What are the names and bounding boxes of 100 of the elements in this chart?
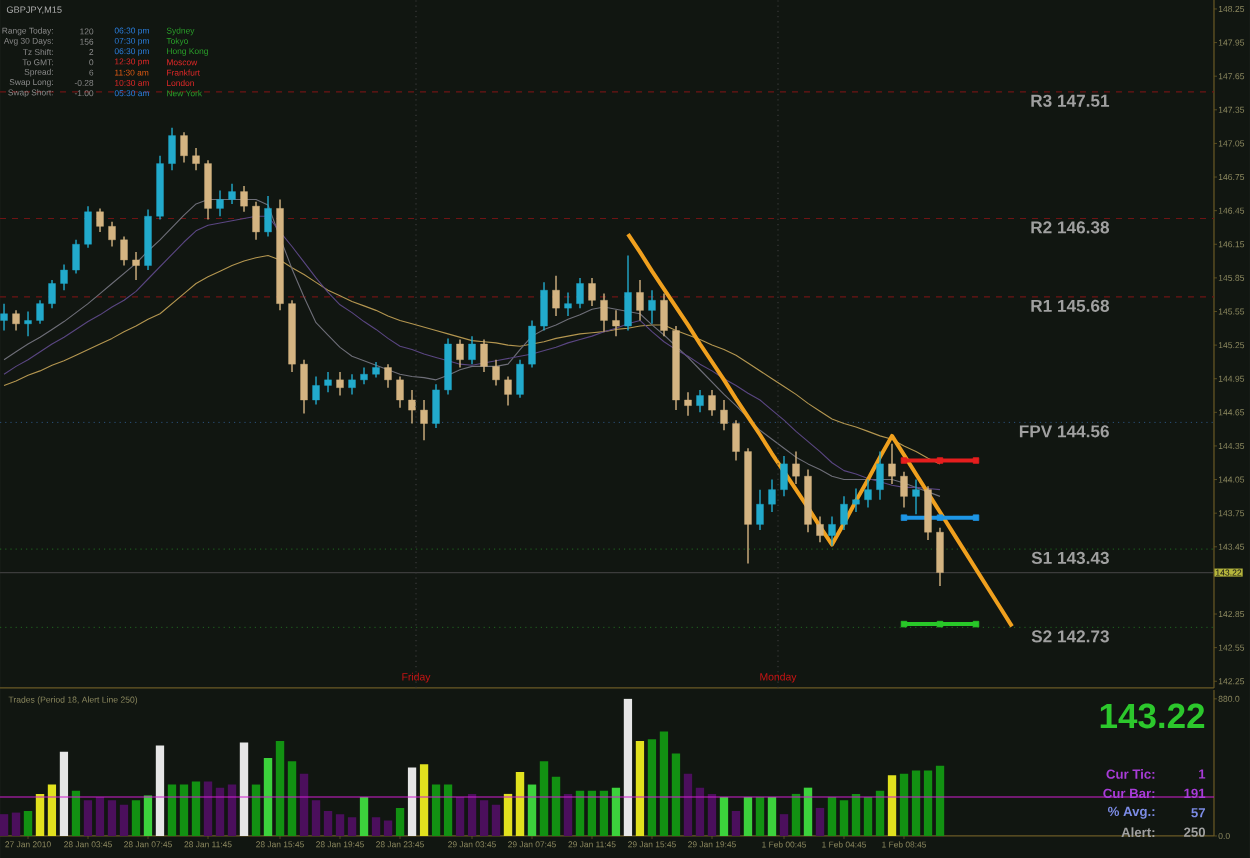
bar (659, 731, 669, 836)
bar (143, 795, 153, 836)
bar (335, 814, 345, 836)
bar (155, 745, 165, 836)
bar (899, 773, 909, 836)
bar (203, 781, 213, 836)
candlestick (408, 389, 416, 425)
bar (0, 814, 9, 836)
candlestick (456, 338, 464, 369)
candlestick (516, 358, 524, 399)
candlestick (0, 302, 8, 332)
bar (215, 787, 225, 836)
bar (839, 800, 849, 836)
candlestick (180, 131, 188, 164)
bar (731, 811, 741, 836)
candlestick (888, 443, 896, 485)
point (936, 457, 944, 464)
candlestick (876, 450, 884, 501)
bar (767, 797, 777, 836)
candlestick (108, 221, 116, 248)
bar (431, 784, 441, 836)
candlestick (216, 189, 224, 217)
candlestick (504, 375, 512, 407)
candlestick (348, 373, 356, 396)
candlestick (336, 371, 344, 397)
bar (179, 784, 189, 836)
candlestick (636, 279, 644, 322)
bar (851, 793, 861, 836)
candlestick (60, 263, 68, 291)
candlestick (480, 338, 488, 373)
candlestick (648, 289, 656, 325)
bar (803, 787, 813, 836)
candlestick (432, 383, 440, 429)
bar (755, 797, 765, 836)
bar (287, 761, 297, 836)
ref-line-label: FPV 144.56 (1019, 425, 1109, 438)
candlestick (600, 292, 608, 333)
bar (371, 817, 381, 836)
candlestick (264, 195, 272, 238)
bar (827, 797, 837, 836)
bar (695, 787, 705, 836)
bar (683, 773, 693, 836)
bar (623, 698, 633, 836)
bar (323, 811, 333, 836)
bar (347, 817, 357, 836)
ref-line-label: R3 147.51 (1031, 94, 1110, 107)
candlestick (696, 389, 704, 414)
candlestick (612, 309, 620, 337)
bar (107, 800, 117, 836)
candlestick (228, 183, 236, 205)
bar (887, 775, 897, 836)
candlestick (300, 358, 308, 415)
point (900, 514, 908, 521)
candlestick (684, 391, 692, 417)
candlestick (72, 239, 80, 275)
ref-line-label: R1 145.68 (1031, 299, 1110, 312)
annotation: 143.22 (1100, 703, 1205, 729)
candlestick (396, 375, 404, 409)
bar (587, 790, 597, 836)
candlestick (768, 478, 776, 513)
bar (743, 797, 753, 836)
bar (23, 811, 33, 836)
bar (47, 784, 57, 836)
bar (875, 790, 885, 836)
point (936, 514, 944, 521)
candlestick (660, 292, 668, 337)
candlestick (132, 251, 140, 281)
candlestick (864, 478, 872, 509)
candlestick (900, 471, 908, 509)
candlestick (588, 277, 596, 307)
candlestick (912, 478, 920, 515)
candlestick (924, 485, 932, 541)
bar (815, 807, 825, 836)
bar (59, 751, 69, 836)
bar (527, 784, 537, 836)
bar (299, 773, 309, 836)
bar (35, 793, 45, 836)
bar (95, 797, 105, 836)
candlestick (24, 310, 32, 337)
candlestick (576, 277, 584, 309)
candlestick (204, 159, 212, 221)
candlestick (708, 389, 716, 417)
point (900, 620, 908, 628)
candlestick (492, 358, 500, 387)
bar (647, 739, 657, 836)
bar (191, 781, 201, 836)
candlestick (552, 274, 560, 317)
point (972, 457, 980, 464)
bar (503, 793, 513, 836)
bar (791, 793, 801, 836)
candlestick (792, 450, 800, 485)
bar (71, 790, 81, 836)
bar (707, 793, 717, 836)
bar (83, 800, 93, 836)
bar (491, 804, 501, 836)
bar (455, 797, 465, 836)
candlestick (852, 487, 860, 513)
candlestick (828, 515, 836, 547)
candlestick (444, 337, 452, 396)
bar (467, 793, 477, 836)
